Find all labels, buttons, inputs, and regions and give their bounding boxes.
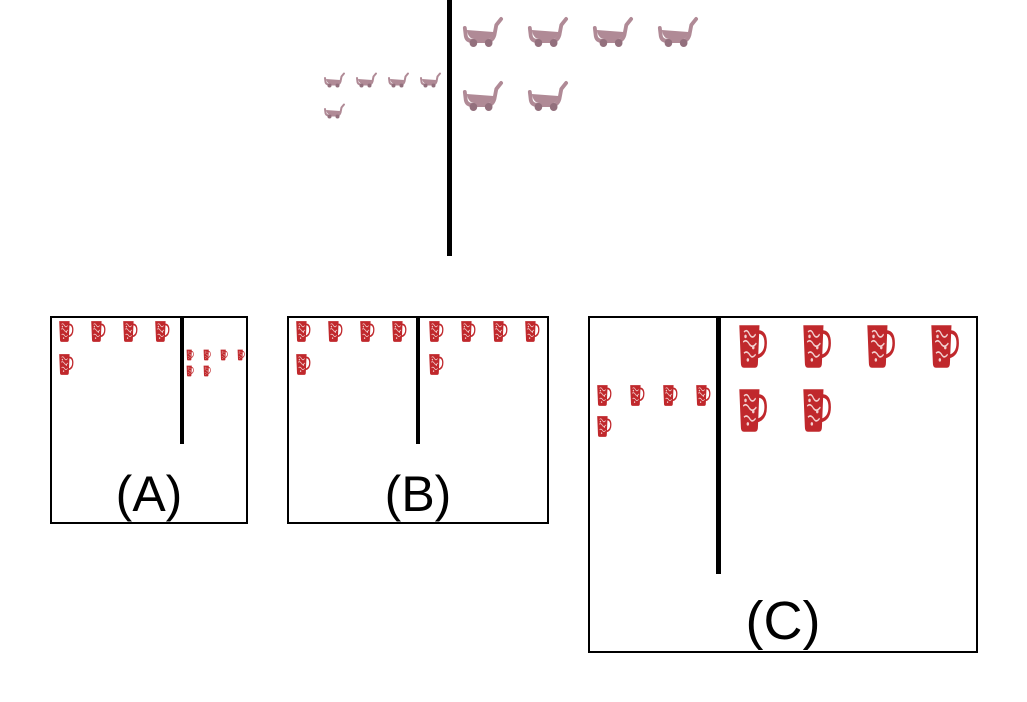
mug-icon: [220, 349, 228, 361]
mug-icon: [630, 385, 645, 406]
mug-icon: [429, 354, 444, 375]
mug-icon: [296, 354, 311, 375]
mug-icon: [739, 389, 767, 432]
stroller-icon: [324, 103, 345, 119]
mug-icon: [59, 354, 74, 375]
stroller-icon: [420, 72, 441, 88]
mug-icon: [803, 325, 831, 368]
mug-icon: [328, 321, 343, 342]
option-a-divider: [180, 318, 184, 444]
stroller-icon: [527, 17, 568, 47]
option-c-panel[interactable]: (C): [588, 316, 978, 653]
stroller-icon: [324, 72, 345, 88]
mug-icon: [203, 349, 211, 361]
mug-icon: [525, 321, 540, 342]
mug-icon: [155, 321, 170, 342]
mug-icon: [186, 349, 194, 361]
mug-icon: [186, 365, 194, 377]
stroller-icon: [462, 81, 504, 111]
stroller-icon: [592, 17, 633, 47]
mug-icon: [429, 321, 444, 342]
mug-icon: [493, 321, 508, 342]
mug-icon: [597, 416, 612, 437]
option-a-label: (A): [115, 466, 183, 522]
stroller-icon: [356, 72, 377, 88]
mug-icon: [203, 365, 211, 377]
mug-icon: [803, 389, 831, 432]
stroller-icon: [462, 17, 504, 47]
mug-icon: [59, 321, 74, 342]
mug-icon: [461, 321, 476, 342]
option-c-divider: [716, 318, 721, 574]
prompt-divider: [447, 0, 452, 256]
mug-icon: [91, 321, 106, 342]
mug-icon: [296, 321, 311, 342]
mug-icon: [360, 321, 375, 342]
stroller-icon: [657, 17, 698, 47]
option-b-panel[interactable]: (B): [287, 316, 549, 524]
option-b-label: (B): [384, 466, 452, 522]
stroller-icon: [388, 72, 409, 88]
mug-icon: [867, 325, 895, 368]
mug-icon: [123, 321, 138, 342]
option-b-divider: [416, 318, 420, 444]
mug-icon: [597, 385, 612, 406]
mug-icon: [237, 349, 245, 361]
mug-icon: [392, 321, 407, 342]
mug-icon: [739, 325, 767, 368]
mug-icon: [696, 385, 711, 406]
mug-icon: [663, 385, 678, 406]
mug-icon: [931, 325, 959, 368]
option-c-label: (C): [745, 591, 821, 651]
option-a-panel[interactable]: (A): [50, 316, 248, 524]
stroller-icon: [527, 81, 568, 111]
